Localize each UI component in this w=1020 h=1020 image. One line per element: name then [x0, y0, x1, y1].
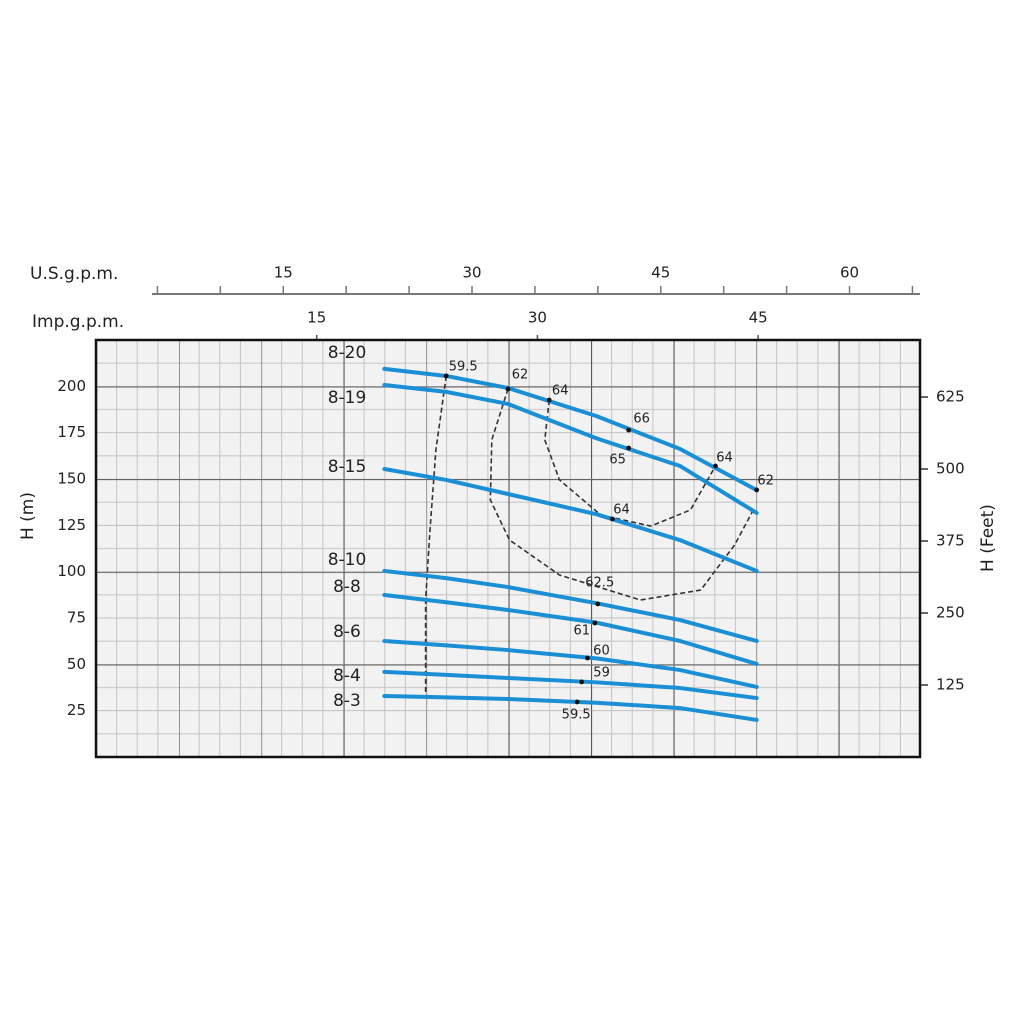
- efficiency-point: [754, 487, 760, 493]
- y2-tick-label: 625: [936, 388, 965, 406]
- efficiency-point: [585, 655, 590, 661]
- efficiency-label: 64: [552, 384, 569, 399]
- y2-tick-label: 125: [936, 676, 965, 694]
- efficiency-point: [443, 373, 449, 379]
- y-tick-label: 25: [67, 701, 86, 719]
- efficiency-point: [546, 397, 552, 403]
- series-label: 8-6: [333, 622, 361, 642]
- y-tick-label: 175: [57, 423, 86, 441]
- x2-tick-label: 30: [462, 264, 481, 282]
- efficiency-label: 62: [757, 473, 774, 488]
- y-tick-label: 125: [57, 516, 86, 534]
- y2-tick-label: 500: [936, 460, 965, 478]
- efficiency-curve: [489, 388, 753, 601]
- x2-tick-label: 15: [274, 264, 293, 282]
- pump-curve: [382, 593, 759, 666]
- plot-frame: [94, 338, 922, 759]
- efficiency-label: 66: [633, 412, 650, 427]
- y-tick-label: 100: [57, 562, 86, 580]
- x2-tick-label: 60: [840, 264, 859, 282]
- efficiency-point: [505, 386, 511, 392]
- efficiency-point: [579, 679, 584, 685]
- efficiency-point: [626, 427, 632, 433]
- efficiency-label: 59: [593, 665, 610, 680]
- efficiency-label: 64: [613, 503, 630, 518]
- plot-background: [96, 340, 920, 757]
- series-label: 8-15: [328, 457, 367, 477]
- efficiency-label: 65: [609, 453, 626, 468]
- efficiency-label: 61: [574, 624, 591, 639]
- efficiency-label: 64: [716, 451, 733, 466]
- x-axis-title: Imp.g.p.m.: [32, 312, 124, 332]
- efficiency-point: [592, 620, 598, 626]
- efficiency-label: 62.5: [585, 575, 614, 590]
- series-label: 8-19: [328, 388, 367, 408]
- series-label: 8-20: [328, 343, 367, 363]
- x2-tick-label: 45: [651, 264, 670, 282]
- pump-curve: [382, 694, 759, 722]
- y-axis-title: H (m): [18, 492, 38, 540]
- efficiency-point: [610, 516, 615, 522]
- efficiency-label: 60: [593, 644, 610, 659]
- y2-tick-label: 375: [936, 532, 965, 550]
- pump-curve: [382, 568, 759, 643]
- x2-axis-title: U.S.g.p.m.: [30, 264, 118, 284]
- series-label: 8-8: [333, 577, 361, 597]
- series-label: 8-3: [333, 691, 361, 711]
- pump-curve: [382, 669, 759, 701]
- series-label: 8-4: [333, 666, 361, 686]
- efficiency-label: 59.5: [562, 707, 591, 722]
- y-tick-label: 50: [67, 655, 86, 673]
- efficiency-point: [626, 445, 632, 451]
- x-tick-label: 15: [307, 309, 326, 327]
- efficiency-point: [574, 699, 580, 705]
- efficiency-point: [713, 463, 718, 469]
- y-tick-label: 75: [67, 609, 86, 627]
- efficiency-point: [595, 601, 601, 607]
- efficiency-label: 59.5: [449, 359, 478, 374]
- y-tick-label: 200: [57, 377, 86, 395]
- pump-curve: [382, 383, 759, 515]
- efficiency-label: 62: [512, 367, 529, 382]
- pump-curve: [382, 638, 759, 689]
- x-tick-label: 30: [528, 309, 547, 327]
- x-tick-label: 45: [749, 309, 768, 327]
- series-label: 8-10: [328, 550, 367, 570]
- pump-curve: [382, 366, 759, 493]
- y-tick-label: 150: [57, 470, 86, 488]
- pump-curve: [382, 466, 759, 573]
- y2-axis-title: H (Feet): [978, 504, 998, 572]
- efficiency-curve: [424, 375, 447, 697]
- y2-tick-label: 250: [936, 604, 965, 622]
